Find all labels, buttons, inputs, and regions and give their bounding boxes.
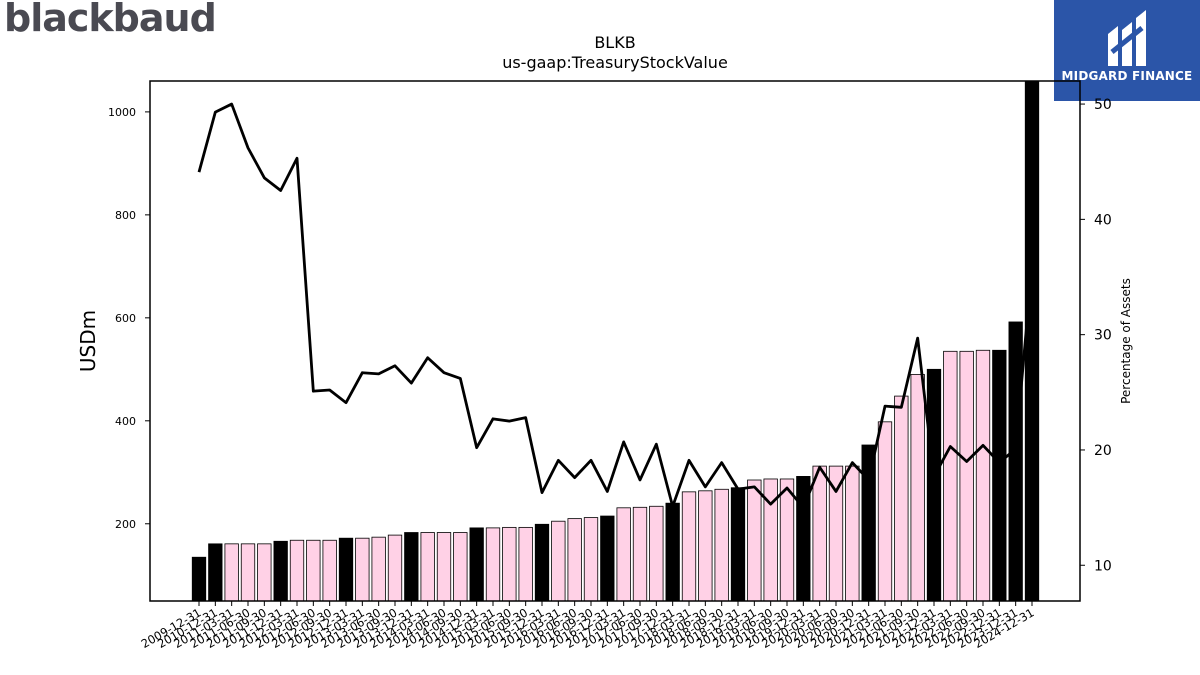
chart-title: BLKB: [594, 33, 635, 52]
bar: [208, 543, 223, 602]
y2-tick-label: 10: [1094, 558, 1112, 574]
y-axis-label: USDm: [76, 310, 100, 372]
chart-subtitle: us-gaap:TreasuryStockValue: [502, 53, 728, 72]
bar: [289, 539, 305, 602]
bar: [681, 491, 697, 602]
bar: [273, 540, 288, 602]
percentage-line: [197, 102, 1034, 510]
bar: [861, 444, 876, 602]
bar: [975, 349, 991, 602]
bar: [322, 539, 337, 602]
bar: [551, 520, 566, 602]
bar: [992, 349, 1007, 602]
y2-tick-label: 20: [1094, 443, 1112, 459]
y-tick-label: 800: [115, 209, 136, 222]
bar: [355, 537, 370, 602]
bar: [616, 507, 631, 602]
bar: [730, 487, 746, 602]
y2-tick-label: 40: [1094, 212, 1112, 228]
bar: [453, 532, 468, 602]
bar: [894, 395, 909, 602]
blackbaud-logo: blackbaud: [4, 0, 217, 40]
bar: [845, 465, 860, 602]
y-tick-label: 1000: [108, 106, 136, 119]
bar: [534, 523, 550, 602]
y-tick-label: 200: [115, 518, 136, 531]
bar: [257, 543, 272, 602]
midgard-finance-name: MIDGARD FINANCE: [1061, 69, 1193, 83]
bar: [600, 515, 615, 602]
bar: [812, 465, 827, 602]
axes-group: 200400600800100010203040502009-12-312010…: [108, 80, 1112, 651]
bar: [1024, 80, 1040, 602]
bar: [779, 478, 795, 602]
bar: [747, 479, 762, 602]
bar: [698, 490, 713, 602]
bar: [240, 543, 256, 602]
bar: [306, 539, 321, 602]
y2-tick-label: 30: [1094, 328, 1112, 344]
bar: [632, 506, 648, 602]
bar: [665, 502, 680, 602]
bar: [436, 532, 452, 602]
bar: [485, 527, 501, 602]
bar: [910, 374, 925, 602]
line-group: [197, 102, 1034, 510]
bar: [926, 368, 942, 602]
midgard-mark-icon: [1108, 10, 1146, 66]
bar: [469, 527, 484, 602]
y-tick-label: 400: [115, 415, 136, 428]
bar: [387, 534, 403, 602]
bar: [502, 526, 517, 602]
y2-tick-label: 50: [1094, 97, 1112, 113]
bars-group: [191, 80, 1040, 602]
y2-axis-label: Percentage of Assets: [1119, 278, 1133, 404]
bar: [714, 488, 729, 602]
bar: [404, 532, 419, 602]
midgard-finance-logo: MIDGARD FINANCE: [1054, 0, 1200, 101]
bar: [943, 350, 958, 602]
y-tick-label: 600: [115, 312, 136, 325]
bar: [959, 350, 974, 602]
bar: [567, 518, 582, 602]
bar: [649, 505, 664, 602]
bar: [518, 526, 533, 602]
plot-frame: [149, 80, 1081, 602]
bar: [877, 421, 893, 602]
bar: [191, 556, 207, 602]
bar: [371, 536, 386, 602]
bar: [224, 543, 239, 602]
bar: [420, 532, 435, 602]
bar: [1008, 321, 1023, 602]
bar: [583, 517, 599, 602]
bar: [338, 537, 354, 602]
